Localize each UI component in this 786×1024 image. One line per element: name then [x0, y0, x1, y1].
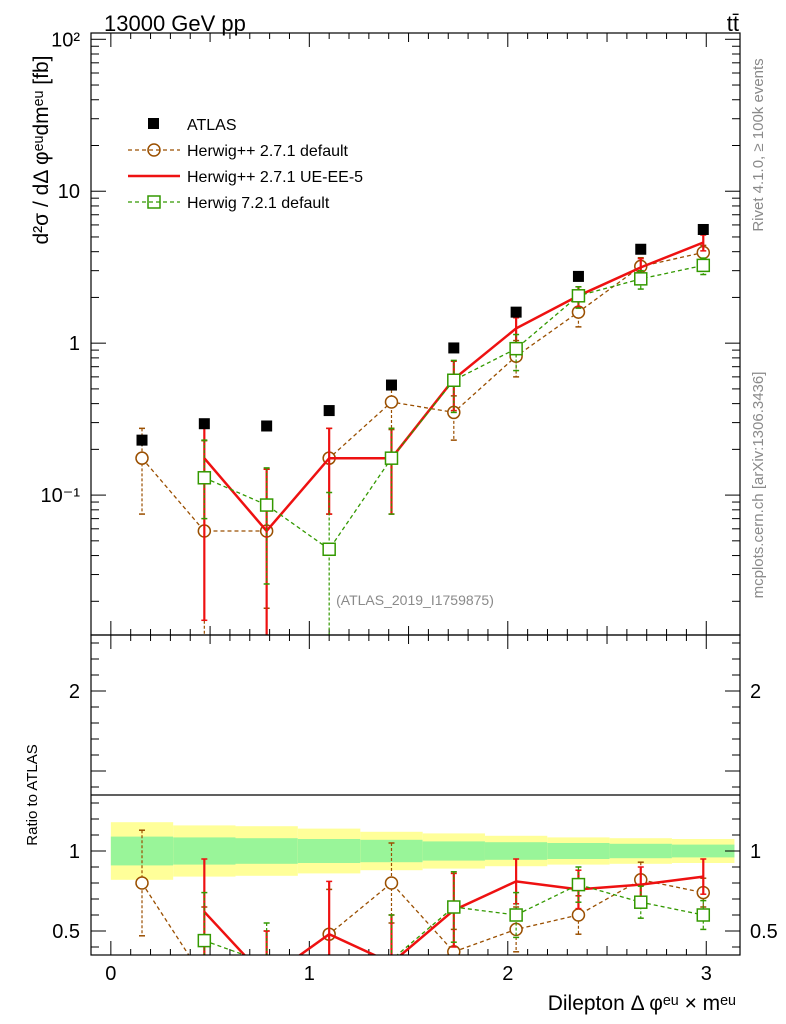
y-tick-label: 10² [51, 29, 80, 51]
legend-label-herwigpp-ue-ee-5: Herwig++ 2.7.1 UE-EE-5 [187, 169, 363, 186]
herwig-7-2-1-default-point [509, 341, 523, 356]
atlas-point [323, 405, 335, 417]
ratio-panel: 0 1 2 3 2 2 1 1 0.5 0.5 Ratio to ATLAS Dilepton Δ… [24, 634, 778, 1015]
herwig-7-2-1-default-line [204, 883, 704, 955]
herwig-7-2-1-default-point [447, 373, 461, 388]
herwig-7-2-1-default-point [509, 908, 523, 922]
legend-label-herwigpp-default: Herwig++ 2.7.1 default [187, 143, 349, 160]
atlas-point [697, 223, 709, 235]
y-tick-label: 10⁻¹ [41, 485, 81, 507]
stat-uncertainty-band [609, 843, 672, 859]
main-y-axis-label: d²σ / dΔ φᵉᵘdmᵉᵘ [fb] [30, 56, 53, 245]
herwig-7-2-1-default-point [571, 877, 586, 892]
herwig-7-2-1-default-point [696, 258, 711, 273]
x-tick-label: 0 [105, 963, 116, 985]
main-panel: 10² 10 1 10⁻¹ d²σ / dΔ φᵉᵘdmᵉᵘ [fb] (ATLAS_… [30, 29, 741, 636]
herwig-7-2-1-default-point [447, 900, 461, 914]
herwig-7-2-1-default-point [634, 895, 648, 909]
atlas-point [385, 379, 397, 391]
atlas-point [261, 420, 273, 432]
stat-uncertainty-band [671, 844, 735, 858]
herwig-2-7-1-default-point [384, 395, 399, 409]
herwig-2-7-1-default-line [141, 251, 704, 532]
x-tick-label: 2 [502, 963, 513, 985]
herwig-7-2-1-default-point [696, 908, 711, 922]
stat-uncertainty-band [484, 842, 548, 860]
atlas-point [136, 434, 148, 446]
stat-uncertainty-band [297, 839, 361, 863]
atlas-point [635, 243, 647, 255]
legend-marker-herwig7-default [147, 195, 161, 209]
herwig-7-2-1-default-point [259, 498, 274, 512]
legend-marker-atlas [148, 118, 159, 129]
analysis-id-label: (ATLAS_2019_I1759875) [336, 592, 494, 608]
herwig-7-2-1-default-point [384, 451, 399, 465]
process-label: tt̄ [727, 11, 739, 36]
ratio-y-axis-label: Ratio to ATLAS [24, 744, 41, 845]
ratio-curves [135, 829, 711, 955]
herwig-7-2-1-default-point [197, 471, 212, 485]
herwig-2-7-1-default-point [384, 876, 399, 890]
atlas-point [448, 342, 460, 354]
ratio-y-tick-label-right: 1 [750, 841, 761, 863]
ratio-y-tick-label: 0.5 [52, 921, 80, 943]
legend-label-atlas: ATLAS [187, 117, 237, 134]
herwig-7-2-1-default-line [204, 264, 704, 551]
legend: ATLAS Herwig++ 2.7.1 default Herwig++ 2.… [128, 117, 363, 212]
ratio-y-tick-label: 2 [69, 681, 80, 703]
legend-label-herwig7-default: Herwig 7.2.1 default [187, 195, 330, 212]
rivet-label: Rivet 4.1.0, ≥ 100k events [750, 58, 767, 231]
y-tick-label: 10 [58, 181, 80, 203]
stat-uncertainty-band [235, 838, 298, 864]
y-tick-label: 1 [69, 333, 80, 355]
mcplots-label: mcplots.cern.ch [arXiv:1306.3436] [750, 372, 767, 599]
herwig-2-7-1-default-line [141, 879, 704, 955]
atlas-point [510, 306, 522, 318]
ratio-y-tick-label-right: 0.5 [750, 921, 778, 943]
atlas-point [572, 270, 584, 282]
legend-marker-herwigpp-default [147, 143, 161, 157]
atlas-point [198, 418, 210, 430]
herwig-2-7-1-default-point [135, 451, 149, 465]
herwig-7-2-1-default-point [322, 542, 336, 557]
ratio-y-tick-label-right: 2 [750, 681, 761, 703]
main-curves [135, 223, 711, 635]
herwig-7-2-1-default-point [571, 289, 586, 303]
herwig-7-2-1-default-point [197, 933, 212, 948]
x-tick-label: 3 [701, 963, 712, 985]
ratio-axis-ticks: 0 1 2 3 2 2 1 1 0.5 0.5 [52, 635, 778, 985]
herwig-7-2-1-default-point [634, 272, 648, 286]
herwig-2-7-1-default-point [135, 876, 149, 890]
stat-uncertainty-band [547, 843, 610, 859]
energy-label: 13000 GeV pp [104, 11, 246, 36]
ratio-y-tick-label: 1 [69, 841, 80, 863]
main-axis-ticks: 10² 10 1 10⁻¹ [41, 29, 740, 635]
x-tick-label: 1 [304, 963, 315, 985]
stat-uncertainty-band [422, 841, 485, 861]
ratio-frame [90, 634, 741, 956]
x-axis-label: Dilepton Δ φᵉᵘ × mᵉᵘ [548, 992, 736, 1015]
herwig-2-7-1-default-point [571, 908, 586, 922]
